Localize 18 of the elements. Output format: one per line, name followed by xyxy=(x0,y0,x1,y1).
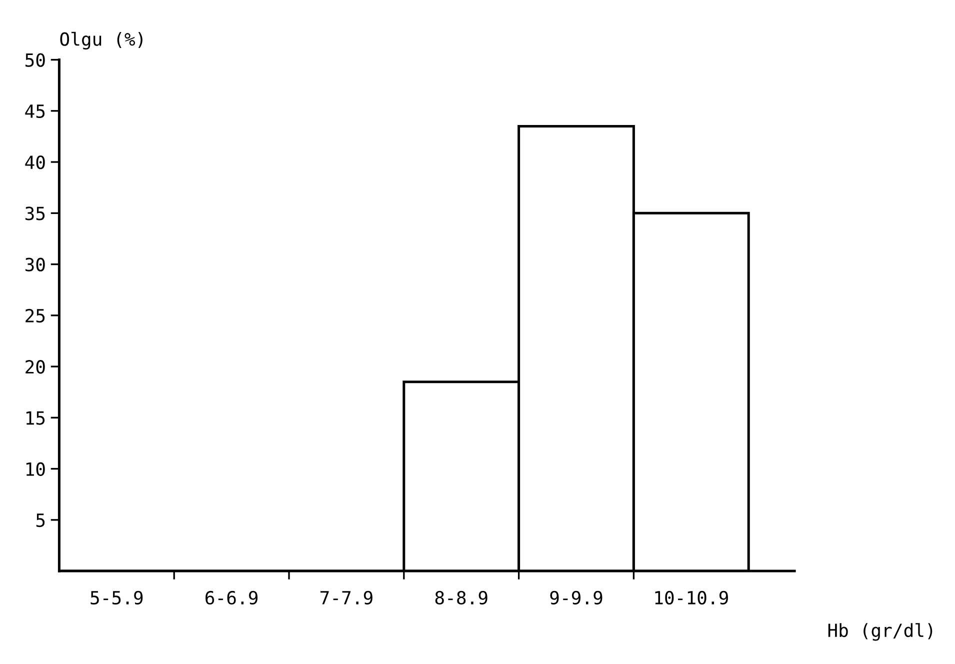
y-tick-label: 30 xyxy=(25,258,45,272)
y-tick-label: 45 xyxy=(25,104,45,118)
x-tick-label: 10-10.9 xyxy=(655,590,728,605)
y-tick-label: 25 xyxy=(26,308,45,323)
y-tick-label: 20 xyxy=(26,360,45,374)
x-tick-label: 6-6.9 xyxy=(206,590,258,605)
y-axis-title: Olgu (%) xyxy=(60,32,142,50)
x-tick-label: 9-9.9 xyxy=(550,590,602,605)
y-tick-label: 5 xyxy=(36,514,45,528)
y-tick-label: 50 xyxy=(26,53,45,67)
y-tick-label: 40 xyxy=(25,156,45,170)
x-tick-label: 5-5.9 xyxy=(90,590,143,605)
y-tick-label: 35 xyxy=(25,206,45,220)
x-tick-label: 8-8.9 xyxy=(435,590,488,605)
y-tick-label: 15 xyxy=(26,411,45,425)
x-tick-label: 7-7.9 xyxy=(320,590,372,605)
y-tick-label: 10 xyxy=(26,462,45,476)
x-axis-title: Hb (gr/dl) xyxy=(828,623,932,641)
